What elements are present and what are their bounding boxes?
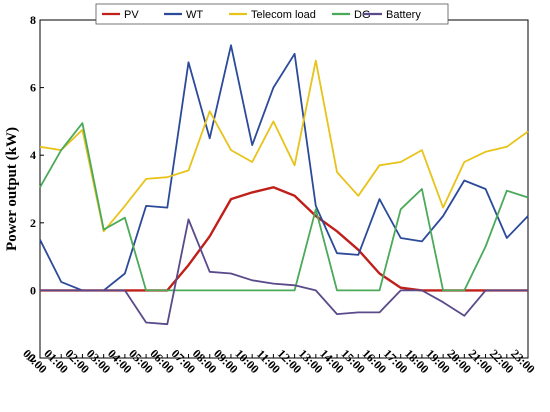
series-line-wt — [39, 44, 529, 292]
y-tick-label: 2 — [30, 216, 36, 230]
y-tick-label: 8 — [30, 13, 36, 27]
legend-label: PV — [124, 9, 139, 21]
legend-label: Telecom load — [251, 9, 316, 21]
legend-box — [95, 3, 449, 25]
x-tick-label: 00:00 — [20, 346, 50, 376]
series-line-battery — [40, 218, 528, 326]
y-tick-label: -2 — [26, 351, 36, 365]
legend-label: Battery — [386, 9, 421, 21]
legend: PV WT Telecom load DG Battery — [95, 3, 449, 25]
y-tick-label: 6 — [30, 81, 36, 95]
legend-label: WT — [186, 9, 203, 21]
tick-labels: -20246800:0001:0002:0003:0004:0005:0006:… — [20, 13, 538, 376]
series-line-pv — [40, 186, 528, 292]
y-tick-label: 0 — [30, 283, 36, 297]
y-axis-title: Power output (kW) — [4, 127, 20, 251]
y-tick-label: 4 — [30, 148, 36, 162]
legend-label: DG — [354, 9, 371, 21]
series-line-telecom-load — [39, 59, 529, 233]
series-line-dg — [39, 122, 529, 292]
series-layer — [39, 44, 529, 326]
